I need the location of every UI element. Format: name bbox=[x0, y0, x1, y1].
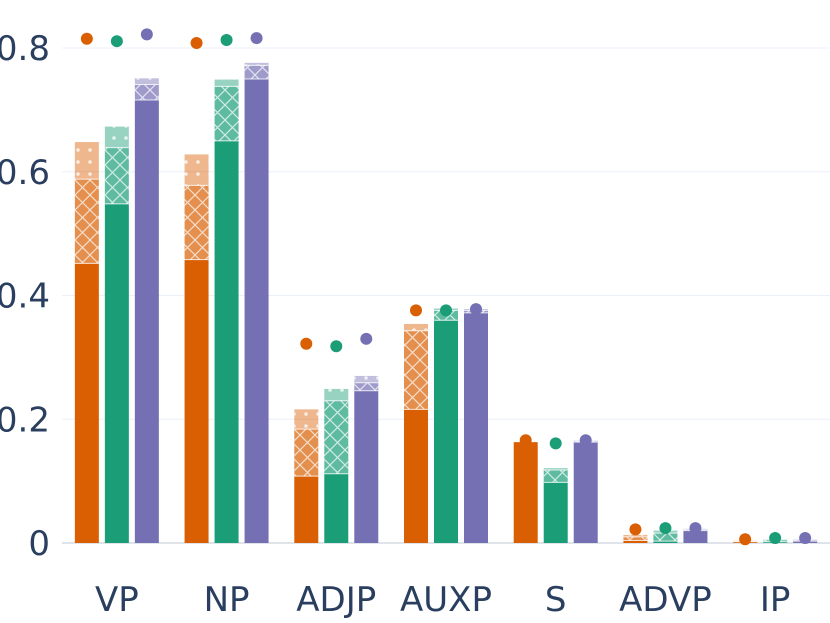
bar-solid-segment bbox=[134, 99, 159, 543]
marker-point bbox=[80, 32, 93, 45]
bar-dotted-pattern bbox=[134, 78, 159, 85]
marker-point bbox=[140, 28, 153, 41]
bar-hatched-pattern bbox=[653, 533, 678, 542]
bar-solid-segment bbox=[513, 442, 538, 543]
bar-hatched-pattern bbox=[404, 330, 428, 410]
marker-point bbox=[360, 332, 373, 345]
bar-hatched-pattern bbox=[324, 400, 349, 474]
marker-point bbox=[769, 532, 782, 545]
bar-dotted-pattern bbox=[543, 468, 568, 470]
marker-point bbox=[250, 32, 263, 45]
x-tick-label: IP bbox=[760, 580, 791, 620]
marker-point bbox=[659, 522, 672, 535]
marker-point bbox=[629, 523, 642, 536]
marker-point bbox=[330, 340, 343, 353]
bar-solid-segment bbox=[354, 390, 379, 543]
bar-solid-segment bbox=[104, 203, 129, 544]
marker-point bbox=[220, 33, 233, 46]
bar-hatched-pattern bbox=[354, 382, 379, 391]
y-tick-label: 0 bbox=[28, 524, 50, 564]
bar-hatched-pattern bbox=[214, 86, 239, 141]
bar-solid-segment bbox=[464, 312, 488, 543]
bar-dotted-pattern bbox=[294, 409, 319, 430]
marker-point bbox=[440, 304, 452, 317]
y-tick-label: 0.2 bbox=[0, 400, 50, 440]
marker-point bbox=[549, 437, 562, 450]
bar-hatched-pattern bbox=[543, 469, 568, 483]
bar-hatched-pattern bbox=[134, 84, 159, 100]
bar-solid-segment bbox=[653, 541, 678, 543]
x-tick-label: ADVP bbox=[619, 580, 712, 620]
bars bbox=[74, 62, 818, 544]
x-tick-label: NP bbox=[204, 580, 250, 620]
bar-hatched-pattern bbox=[294, 429, 319, 477]
bar-dotted-pattern bbox=[404, 323, 428, 331]
x-tick-label: VP bbox=[95, 580, 139, 620]
bar-solid-segment bbox=[434, 320, 458, 543]
y-tick-label: 0.6 bbox=[0, 153, 50, 193]
bar-solid-segment bbox=[404, 409, 428, 543]
marker-point bbox=[579, 434, 592, 447]
marker-point bbox=[470, 303, 482, 316]
bar-dotted-pattern bbox=[74, 142, 99, 180]
marker-point bbox=[300, 337, 313, 350]
axes: 0 0.2 0.4 0.6 0.8 VP NP ADJP AUXP S ADVP IP bbox=[0, 29, 790, 620]
bar-solid-segment bbox=[294, 476, 319, 543]
bar-dotted-pattern bbox=[324, 388, 349, 401]
x-tick-label: S bbox=[545, 580, 567, 620]
bar-solid-segment bbox=[543, 482, 568, 543]
bar-hatched-pattern bbox=[623, 536, 648, 541]
bar-solid-segment bbox=[184, 259, 209, 543]
marker-point bbox=[689, 522, 702, 535]
marker-point bbox=[410, 304, 422, 317]
bar-hatched-pattern bbox=[244, 65, 269, 79]
bar-hatched-pattern bbox=[104, 147, 129, 204]
marker-point bbox=[519, 434, 532, 447]
x-tick-label: ADJP bbox=[296, 580, 376, 620]
bar-solid-segment bbox=[244, 78, 269, 543]
bar-dotted-pattern bbox=[354, 375, 379, 383]
bar-dotted-pattern bbox=[623, 534, 648, 537]
bar-hatched-pattern bbox=[74, 179, 99, 264]
marker-point bbox=[110, 35, 123, 48]
bar-dotted-pattern bbox=[104, 126, 129, 148]
bar-solid-segment bbox=[324, 473, 349, 543]
marker-point bbox=[799, 532, 812, 545]
y-tick-label: 0.4 bbox=[0, 277, 50, 317]
marker-point bbox=[190, 37, 203, 50]
markers bbox=[80, 28, 812, 546]
bar-dotted-pattern bbox=[244, 62, 269, 66]
bar-solid-segment bbox=[573, 442, 598, 543]
y-tick-label: 0.8 bbox=[0, 29, 50, 69]
bar-solid-segment bbox=[683, 530, 708, 543]
marker-point bbox=[739, 533, 752, 546]
x-tick-label: AUXP bbox=[400, 580, 492, 620]
bar-hatched-pattern bbox=[184, 185, 209, 260]
bar-solid-segment bbox=[214, 140, 239, 543]
bar-dotted-pattern bbox=[214, 79, 239, 87]
bar-solid-segment bbox=[623, 540, 648, 543]
bar-solid-segment bbox=[74, 263, 99, 543]
bar-dotted-pattern bbox=[184, 154, 209, 186]
